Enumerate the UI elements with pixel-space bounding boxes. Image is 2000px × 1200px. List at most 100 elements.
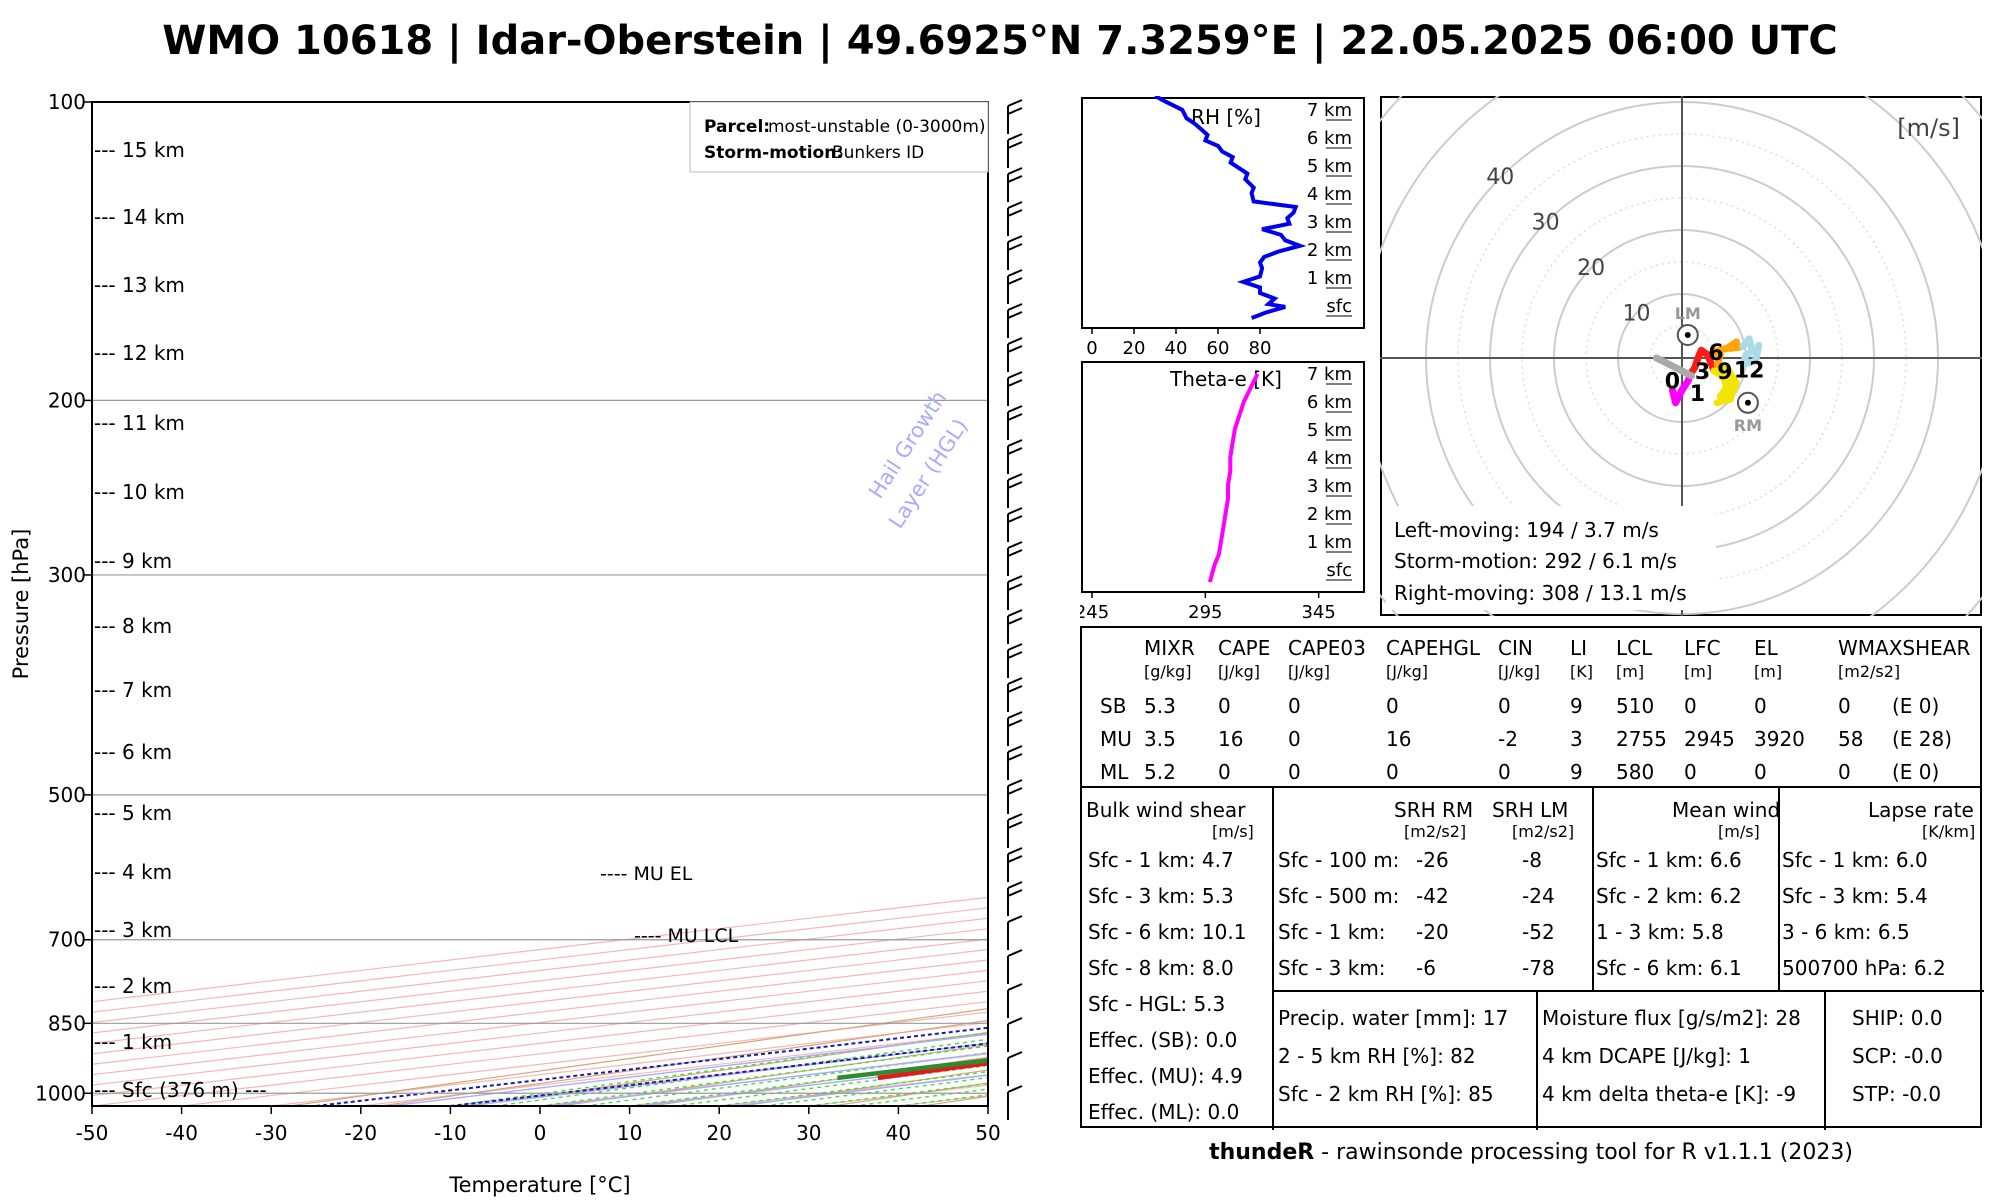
wind-barb-flag bbox=[1007, 915, 1023, 923]
height-label: --- 11 km bbox=[94, 411, 185, 435]
wind-barb bbox=[1007, 201, 1023, 236]
hodograph-segment bbox=[1710, 364, 1740, 407]
wind-barb-flag bbox=[1007, 405, 1023, 413]
wind-barb-flag bbox=[1007, 337, 1023, 345]
wind-barb-flag bbox=[1007, 1017, 1023, 1025]
chart-title: WMO 10618 | Idar-Oberstein | 49.6925°N 7… bbox=[162, 18, 1838, 64]
shear-row: Effec. (SB): 0.0 bbox=[1088, 1028, 1238, 1052]
isotherm-line bbox=[898, 1094, 988, 1106]
wind-barb-flag bbox=[1007, 507, 1023, 515]
mean-wind-title: Mean wind bbox=[1672, 798, 1781, 822]
theta-e-frame bbox=[1081, 361, 1365, 593]
x-tick-label: 10 bbox=[617, 1121, 642, 1145]
index-value: 3.5 bbox=[1144, 727, 1176, 751]
x-tick-label: 20 bbox=[1123, 338, 1146, 356]
dry-adiabat-line bbox=[651, 1056, 988, 1106]
wind-barb bbox=[1007, 847, 1023, 882]
index-value: 9 bbox=[1570, 760, 1583, 784]
srh-lm-value: -78 bbox=[1522, 956, 1555, 980]
wind-barb-flag bbox=[1007, 107, 1023, 115]
dry-adiabat-line bbox=[380, 1019, 988, 1106]
x-tick-label: -10 bbox=[434, 1121, 467, 1145]
index-value: (E 0) bbox=[1892, 760, 1940, 784]
wind-barb-flag bbox=[1007, 371, 1023, 379]
wind-barb-flag bbox=[1007, 855, 1023, 863]
x-tick-label: 0 bbox=[1086, 338, 1097, 356]
wind-barb-flag bbox=[1007, 481, 1023, 489]
hodograph-segment bbox=[1686, 346, 1718, 378]
isotherm-line bbox=[987, 1105, 988, 1106]
misc-col2-row: 4 km delta theta-e [K]: -9 bbox=[1542, 1082, 1797, 1106]
footer-text: - rawinsonde processing tool for R v1.1.… bbox=[1314, 1140, 1853, 1165]
y-tick-label: 300 bbox=[48, 563, 86, 587]
mean-wind-row: Sfc - 1 km: 6.6 bbox=[1596, 848, 1742, 872]
x-tick-label: -20 bbox=[344, 1121, 377, 1145]
x-tick-label: 80 bbox=[1249, 338, 1272, 356]
ring-label: 10 bbox=[1623, 302, 1651, 327]
index-value: 0 bbox=[1386, 760, 1399, 784]
srh-row-label: Sfc - 500 m: bbox=[1278, 884, 1400, 908]
ring-label: 40 bbox=[1486, 165, 1514, 190]
skewt-frame bbox=[91, 101, 989, 1107]
shear-title: Bulk wind shear bbox=[1086, 798, 1246, 822]
y-tick-label: 500 bbox=[48, 783, 86, 807]
wind-barb-flag bbox=[1007, 983, 1023, 991]
x-tick-label: 50 bbox=[975, 1121, 1000, 1145]
mu-el-label: ---- MU EL bbox=[600, 863, 693, 885]
height-label: 7 km bbox=[1307, 364, 1352, 385]
wind-barb bbox=[1007, 405, 1023, 440]
index-row-label: MU bbox=[1100, 727, 1132, 751]
wind-barb bbox=[1007, 1017, 1023, 1052]
height-label: --- 14 km bbox=[94, 205, 185, 229]
height-label: --- 8 km bbox=[94, 614, 172, 638]
mean-wind-row: Sfc - 6 km: 6.1 bbox=[1596, 956, 1742, 980]
isotherm-line bbox=[92, 959, 988, 1065]
wind-barb-flag bbox=[1007, 575, 1023, 583]
height-label: --- 10 km bbox=[94, 480, 185, 504]
hodograph-height-label: 12 bbox=[1734, 359, 1765, 384]
height-label: 1 km bbox=[1307, 532, 1352, 553]
series-virtual-temperature-line bbox=[886, 1063, 988, 1079]
srh-rm-unit: [m2/s2] bbox=[1404, 822, 1467, 841]
wind-barb bbox=[1007, 575, 1023, 610]
x-tick-label: 295 bbox=[1188, 602, 1222, 620]
footer: thundeR - rawinsonde processing tool for… bbox=[1080, 1140, 1982, 1165]
wind-barb bbox=[1007, 609, 1023, 644]
storm-motion-label: LM bbox=[1675, 304, 1701, 323]
index-value: 3920 bbox=[1754, 727, 1805, 751]
theta-e-profile: Theta-e [K] 7 km 6 km 5 km 4 km 3 km 2 km 1 km… bbox=[1080, 361, 1365, 620]
index-column-unit: [m] bbox=[1754, 662, 1783, 681]
parcel-index-table: MIXR [g/kg] CAPE [J/kg] CAPE03 [J/kg] CAPEHGL [… bbox=[1080, 626, 1982, 788]
lapse-rate-row: 500700 hPa: 6.2 bbox=[1782, 956, 1946, 980]
srh-rm-value: -42 bbox=[1416, 884, 1449, 908]
wind-barb bbox=[1007, 133, 1023, 168]
wind-barb-flag bbox=[1007, 345, 1023, 353]
parcel-label: Parcel: bbox=[704, 117, 770, 137]
wind-barb-flag bbox=[1007, 677, 1023, 685]
wind-barb-flag bbox=[1007, 949, 1023, 957]
wind-barb-flag bbox=[1007, 243, 1023, 251]
wind-barb-flag bbox=[1007, 515, 1023, 523]
srh-rm-title: SRH RM bbox=[1394, 798, 1474, 822]
height-label: sfc bbox=[1326, 296, 1352, 317]
height-label: 2 km bbox=[1307, 240, 1352, 261]
hodograph-info-bg bbox=[1386, 506, 1716, 610]
wind-barb bbox=[1007, 711, 1023, 746]
wind-barb-flag bbox=[1007, 813, 1023, 821]
wind-barb-flag bbox=[1007, 99, 1023, 107]
y-axis-label: Pressure [hPa] bbox=[9, 529, 33, 680]
wind-barb-flag bbox=[1007, 447, 1023, 455]
index-value: 2755 bbox=[1616, 727, 1667, 751]
wind-barb-flag bbox=[1007, 617, 1023, 625]
wind-barb-flag bbox=[1007, 541, 1023, 549]
hodograph-height-label: 9 bbox=[1717, 360, 1732, 385]
index-column-header: LI bbox=[1570, 636, 1588, 660]
index-value: 16 bbox=[1386, 727, 1412, 751]
isotherm-line bbox=[92, 928, 988, 1034]
wind-barb-flag bbox=[1007, 413, 1023, 421]
index-value: 0 bbox=[1386, 694, 1399, 718]
misc-col3-row: SHIP: 0.0 bbox=[1852, 1006, 1943, 1030]
index-value: 580 bbox=[1616, 760, 1655, 784]
index-column-unit: [J/kg] bbox=[1218, 662, 1261, 681]
hodograph-segment bbox=[1710, 338, 1747, 368]
